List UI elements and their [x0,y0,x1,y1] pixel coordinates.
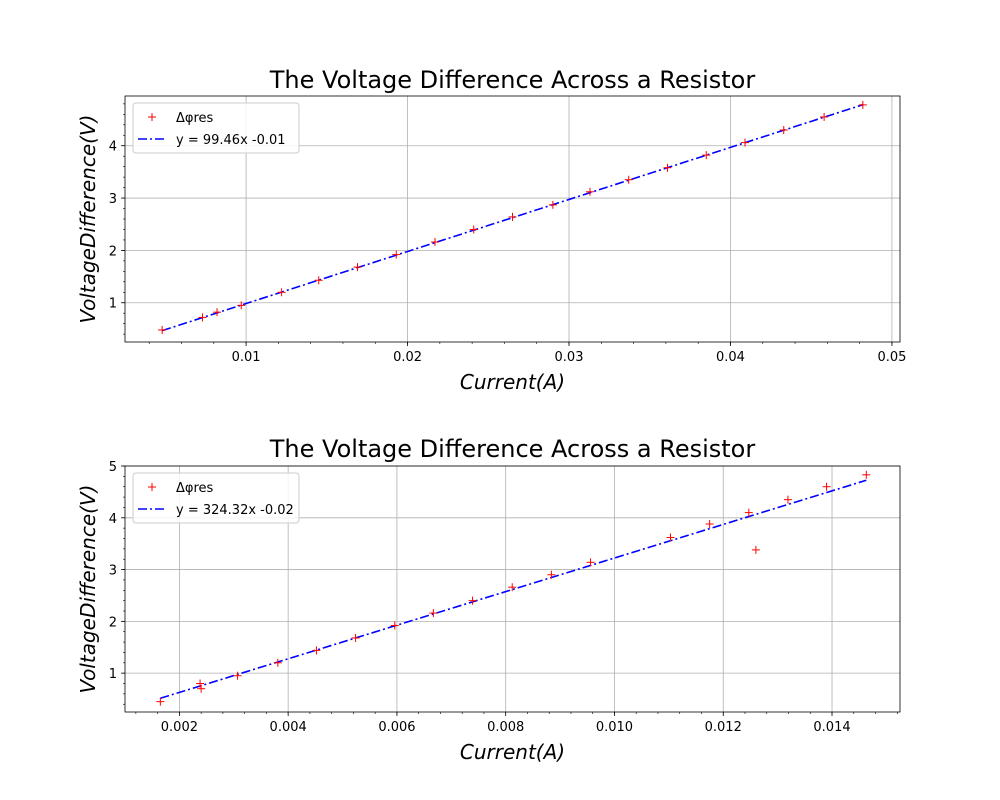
y-tick-label: 4 [109,512,117,527]
data-point [779,126,788,135]
x-tick-label: 0.012 [705,720,742,735]
x-tick-label: 0.03 [555,350,584,365]
x-tick-label: 0.014 [813,720,850,735]
legend: Δφres y = 99.46x -0.01 [132,102,300,154]
legend-label-fit: y = 99.46x -0.01 [176,133,286,148]
data-point [158,325,167,334]
data-point [548,200,557,209]
x-tick-label: 0.002 [161,720,198,735]
y-axis-label: VoltageDifference(V) [76,485,100,694]
data-point [624,175,633,184]
chart-1: 0.01 0.02 0.03 0.04 0.05 1 2 3 4 The Voltage Diff… [76,66,906,394]
data-point [196,679,205,688]
chart-title: The Voltage Difference Across a Resistor [269,435,756,463]
data-point [547,570,556,579]
data-point [744,508,753,517]
data-point [820,112,829,121]
data-point [197,684,206,693]
data-point [702,151,711,160]
data-point [353,263,362,272]
y-tick-label: 1 [109,297,117,312]
data-point [351,633,360,642]
data-point [312,646,321,655]
y-tick-label: 2 [109,244,117,259]
data-point [666,533,675,542]
data-point [858,100,867,109]
data-point [586,187,594,196]
legend-label-points: Δφres [176,111,214,126]
x-tick-label: 0.01 [232,350,261,365]
legend-label-points: Δφres [176,481,214,496]
data-point [663,163,672,172]
data-point [508,212,517,221]
x-axis-label: Current(A) [460,740,565,764]
legend: Δφres y = 324.32x -0.02 [132,472,300,524]
data-point [277,288,286,297]
data-point [469,225,478,234]
x-axis-label: Current(A) [460,370,565,394]
axes-frame [124,95,901,343]
x-tick-label: 0.05 [877,350,906,365]
y-axis-label: VoltageDifference(V) [76,115,100,324]
y-tick-label: 5 [109,460,117,475]
data-point [233,671,242,680]
data-point [314,276,323,285]
y-tick-label: 3 [109,564,117,579]
x-tick-label: 0.008 [487,720,524,735]
data-point [156,697,165,706]
data-point [741,138,749,147]
y-tick-label: 3 [109,192,117,207]
data-point [862,470,871,479]
y-tick-label: 4 [109,140,117,155]
chart-2: 0.002 0.004 0.006 0.008 0.010 0.012 0.014 1 2 3 4 5… [76,435,901,764]
axes-frame [124,465,901,713]
chart-title: The Voltage Difference Across a Resistor [269,66,756,94]
data-point [822,482,831,491]
x-tick-label: 0.010 [596,720,633,735]
data-point [198,313,207,322]
x-tick-label: 0.04 [716,350,745,365]
data-point [468,596,477,605]
data-point [586,558,595,567]
x-tick-label: 0.006 [378,720,415,735]
data-point [237,301,246,310]
y-tick-label: 2 [109,615,117,630]
data-point [213,308,222,317]
y-tick-label: 1 [109,667,117,682]
data-point [429,609,438,618]
x-tick-label: 0.004 [270,720,307,735]
data-point [508,583,517,592]
x-tick-label: 0.02 [393,350,422,365]
data-point [390,621,399,630]
legend-box [132,472,300,524]
legend-label-fit: y = 324.32x -0.02 [176,503,294,518]
data-point [705,520,714,529]
data-point [751,545,760,554]
data-point [392,250,401,259]
data-point [783,495,792,504]
data-point [431,238,439,247]
data-point [273,658,282,667]
legend-box [132,102,300,154]
